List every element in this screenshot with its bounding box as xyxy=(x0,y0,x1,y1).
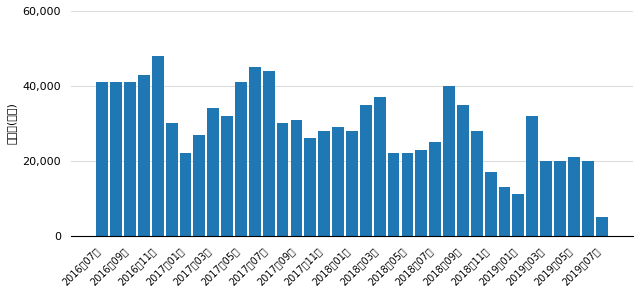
Bar xyxy=(484,172,497,236)
Bar xyxy=(180,153,191,236)
Bar xyxy=(221,116,233,236)
Bar xyxy=(291,120,302,236)
Bar xyxy=(457,105,469,236)
Bar xyxy=(276,123,289,236)
Bar xyxy=(249,67,260,236)
Bar xyxy=(110,82,122,236)
Bar xyxy=(97,82,108,236)
Bar xyxy=(374,97,385,236)
Bar xyxy=(318,131,330,236)
Bar xyxy=(124,82,136,236)
Bar xyxy=(152,56,164,236)
Bar xyxy=(332,127,344,236)
Bar xyxy=(235,82,247,236)
Bar xyxy=(346,131,358,236)
Bar xyxy=(138,75,150,236)
Bar xyxy=(415,150,427,236)
Bar xyxy=(499,187,511,236)
Bar xyxy=(526,116,538,236)
Y-axis label: 거래량(건수): 거래량(건수) xyxy=(7,102,17,144)
Bar xyxy=(568,157,580,236)
Bar xyxy=(263,71,275,236)
Bar xyxy=(513,195,524,236)
Bar xyxy=(193,135,205,236)
Bar xyxy=(166,123,177,236)
Bar xyxy=(582,161,594,236)
Bar xyxy=(540,161,552,236)
Bar xyxy=(554,161,566,236)
Bar xyxy=(596,217,607,236)
Bar xyxy=(388,153,399,236)
Bar xyxy=(360,105,372,236)
Bar xyxy=(305,138,316,236)
Bar xyxy=(443,86,455,236)
Bar xyxy=(401,153,413,236)
Bar xyxy=(207,108,219,236)
Bar xyxy=(429,142,441,236)
Bar xyxy=(471,131,483,236)
